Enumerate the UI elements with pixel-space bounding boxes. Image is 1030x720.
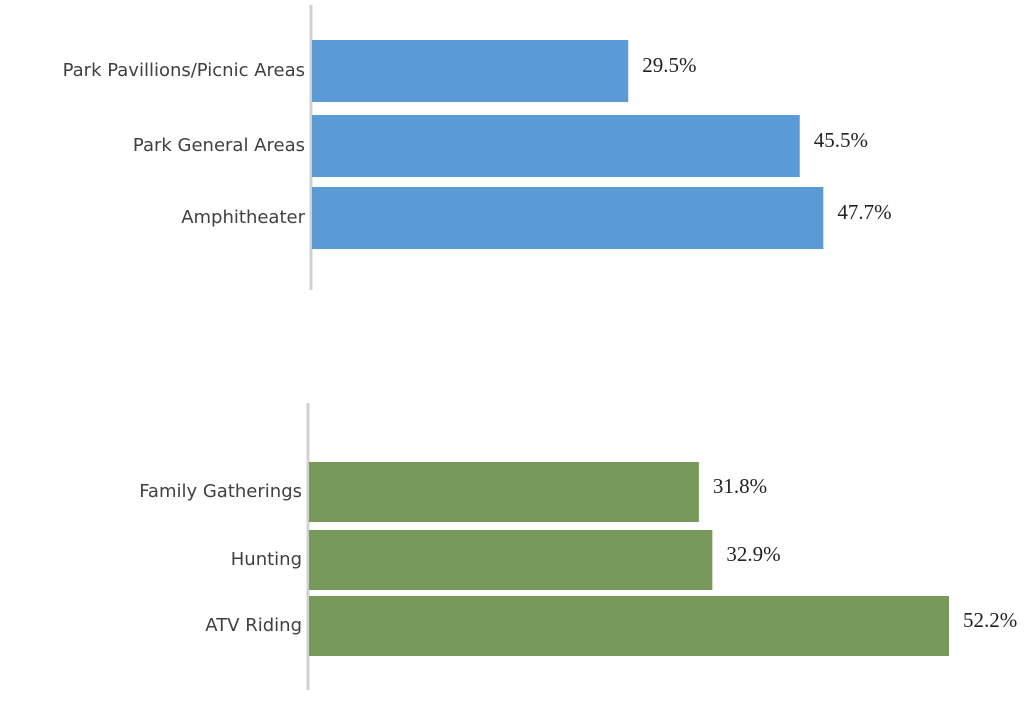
bar bbox=[309, 462, 699, 522]
bar bbox=[309, 596, 949, 656]
bar bbox=[312, 40, 629, 102]
category-label: Amphitheater bbox=[181, 207, 305, 228]
category-label: Family Gatherings bbox=[139, 481, 302, 502]
value-label: 45.5% bbox=[814, 128, 868, 152]
category-label: Park Pavillions/Picnic Areas bbox=[63, 60, 305, 81]
category-label: ATV Riding bbox=[205, 615, 302, 636]
category-label: Park General Areas bbox=[133, 135, 305, 156]
bar bbox=[312, 187, 824, 249]
value-label: 29.5% bbox=[642, 53, 696, 77]
value-label: 32.9% bbox=[726, 542, 780, 566]
bar bbox=[312, 115, 800, 177]
value-label: 52.2% bbox=[963, 608, 1017, 632]
bar bbox=[309, 530, 713, 590]
value-label: 31.8% bbox=[713, 474, 767, 498]
value-label: 47.7% bbox=[837, 200, 891, 224]
category-label: Hunting bbox=[231, 549, 302, 570]
